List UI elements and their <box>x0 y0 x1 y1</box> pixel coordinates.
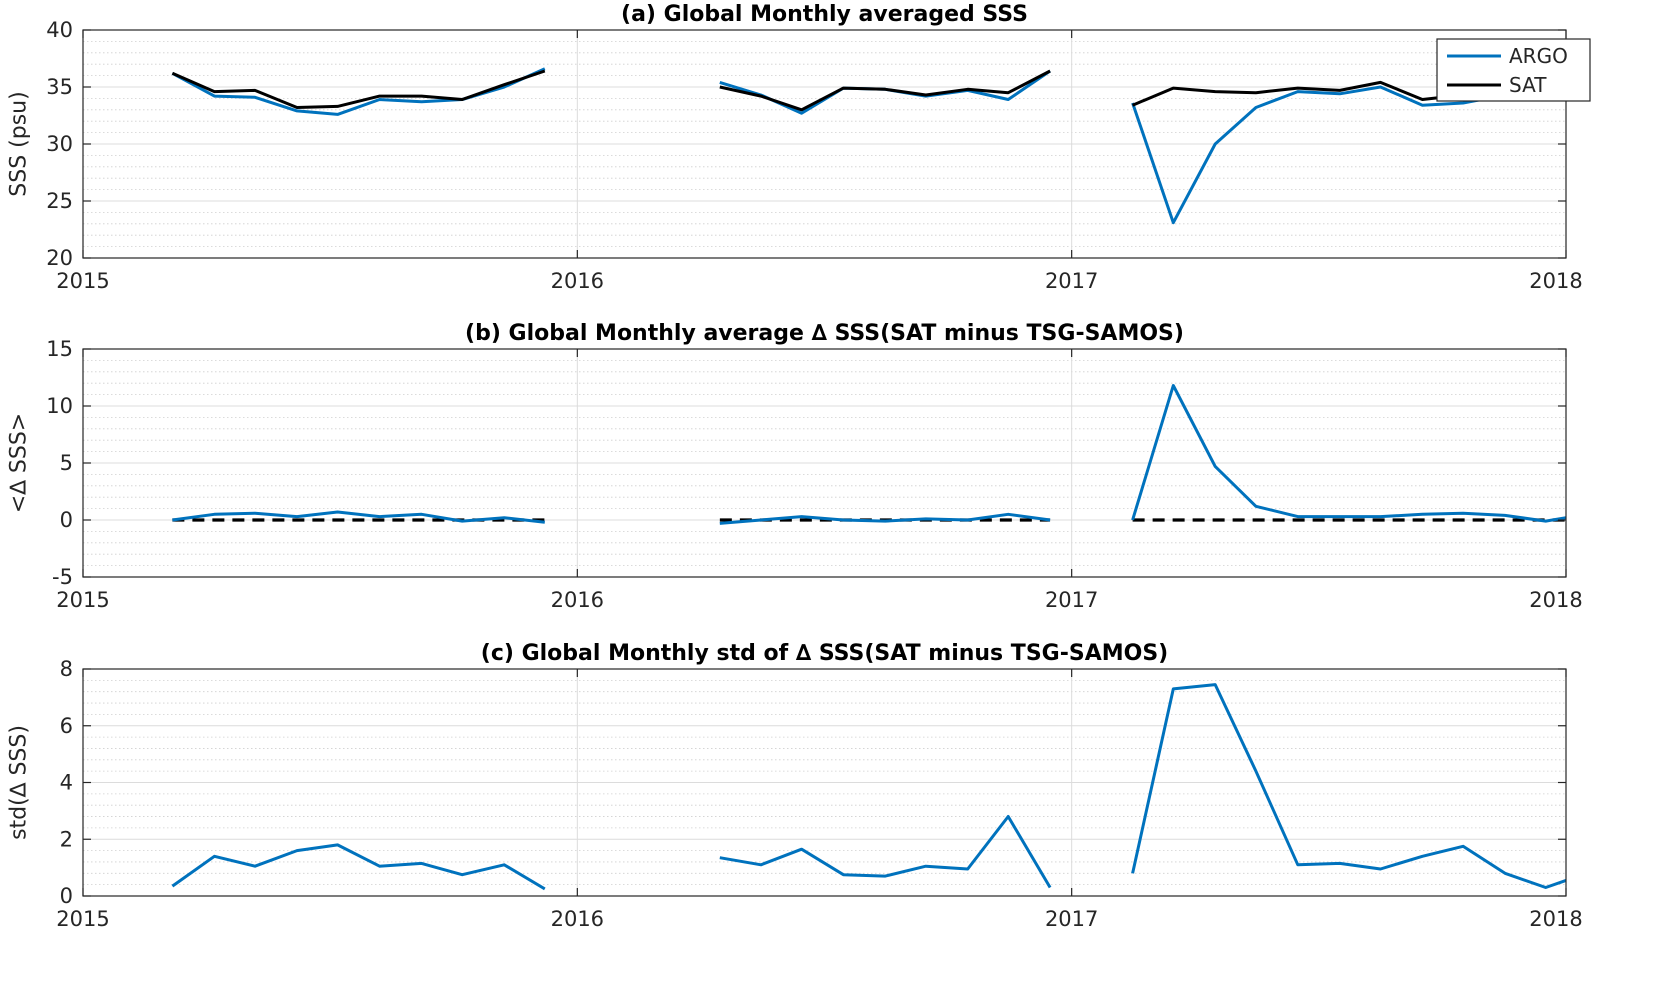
series-0-series-line <box>1131 683 1567 889</box>
legend: ARGO SAT <box>1436 38 1591 102</box>
x-tick-label: 2018 <box>1529 269 1582 293</box>
series-0-series-line <box>719 815 1052 889</box>
series-0-series-line <box>172 510 545 524</box>
x-tick-label: 2015 <box>56 907 109 931</box>
x-tick-label: 2016 <box>551 269 604 293</box>
series-0-series-line <box>171 843 546 891</box>
legend-label: ARGO <box>1509 44 1568 68</box>
chart-title: (c) Global Monthly std of ∆ SSS(SAT minu… <box>481 641 1168 666</box>
y-tick-label: 0 <box>60 884 73 908</box>
y-axis-label: <∆ SSS> <box>7 413 32 513</box>
panel-c: 2015 2016 2017 2018 0 2 4 6 8 (c) Global Monthly… <box>7 641 1583 931</box>
x-tick-label: 2015 <box>56 269 109 293</box>
y-tick-label: 8 <box>60 657 73 681</box>
x-tick-label: 2016 <box>551 907 604 931</box>
y-tick-label: 6 <box>60 714 73 738</box>
x-tick-label: 2017 <box>1045 907 1098 931</box>
y-axis-label: std(∆ SSS) <box>7 725 32 840</box>
x-tick-label: 2018 <box>1529 588 1582 612</box>
y-tick-label: 40 <box>46 18 73 42</box>
legend-label: SAT <box>1509 73 1547 97</box>
chart-title: (b) Global Monthly average ∆ SSS(SAT min… <box>465 321 1184 346</box>
x-tick-label: 2015 <box>56 588 109 612</box>
series-0-series-line <box>1131 384 1567 523</box>
x-tick-label: 2017 <box>1045 269 1098 293</box>
x-tick-label: 2018 <box>1529 907 1582 931</box>
series-0-series-line <box>719 512 1051 525</box>
y-tick-label: 0 <box>60 508 73 532</box>
y-tick-label: 4 <box>60 771 73 795</box>
x-tick-label: 2016 <box>551 588 604 612</box>
y-tick-label: 15 <box>46 337 73 361</box>
panel-b: 2015 2016 2017 2018 -5 0 5 10 15 (b) Global Mont… <box>7 321 1583 612</box>
sat-series-line <box>171 69 546 109</box>
y-tick-label: 20 <box>46 246 73 270</box>
y-tick-label: 30 <box>46 132 73 156</box>
x-tick-label: 2017 <box>1045 588 1098 612</box>
chart-title: (a) Global Monthly averaged SSS <box>621 2 1028 27</box>
y-tick-label: 25 <box>46 189 73 213</box>
y-tick-label: 35 <box>46 75 73 99</box>
y-tick-label: 10 <box>46 394 73 418</box>
y-tick-label: 2 <box>60 827 73 851</box>
y-axis-label: SSS (psu) <box>7 91 32 196</box>
y-tick-label: -5 <box>52 565 73 589</box>
sat-series-line <box>719 69 1051 112</box>
panel-a: 2015 2016 2017 2018 20 25 30 35 40 (a) Global Mo… <box>7 2 1591 293</box>
y-tick-label: 5 <box>60 451 73 475</box>
legend-box <box>1436 38 1591 102</box>
